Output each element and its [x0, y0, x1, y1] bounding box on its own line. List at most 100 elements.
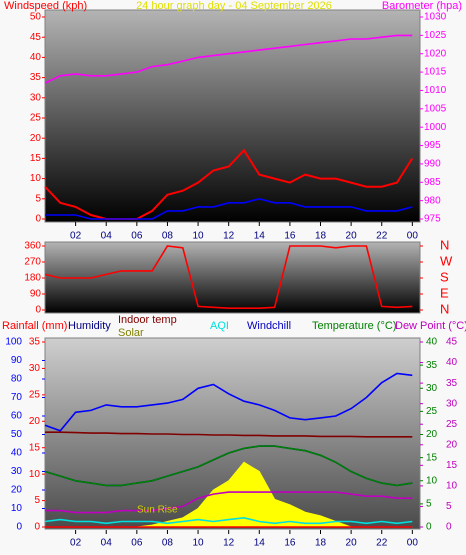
legend-label: Humidity	[68, 320, 111, 332]
y-axis-label: Windspeed (kph)	[4, 0, 87, 12]
x-tick-label: 16	[284, 231, 296, 242]
y-tick-label: S	[440, 269, 449, 284]
legend-label: Solar	[118, 327, 144, 339]
y-tick-label: 45	[30, 32, 42, 43]
x-tick-label: 10	[192, 231, 204, 242]
y-tick-label: 985	[424, 177, 441, 188]
x-tick-label: 20	[346, 538, 358, 549]
legend-label: Indoor temp	[118, 314, 177, 326]
y-tick-label: 35	[426, 360, 438, 371]
line	[44, 372, 413, 432]
y-tick-label: 1015	[424, 67, 447, 78]
x-tick-label: 16	[284, 538, 296, 549]
y-tick-label: 10	[426, 475, 438, 486]
y-tick-label: 70	[11, 392, 23, 403]
y-tick-label: 25	[29, 389, 41, 400]
y-tick-label: 60	[11, 411, 23, 422]
y-tick-label: 15	[30, 153, 42, 164]
x-tick-label: 10	[192, 538, 204, 549]
y-tick-label: 50	[30, 12, 42, 23]
y-tick-label: 180	[24, 273, 41, 284]
y-tick-label: 20	[11, 485, 23, 496]
y-tick-label: 5	[426, 499, 432, 510]
y-tick-label: 1000	[424, 122, 447, 133]
y-tick-label: 20	[29, 416, 41, 427]
x-tick-label: 00	[407, 538, 419, 549]
y-tick-label: 50	[11, 429, 23, 440]
y-tick-label: 45	[446, 337, 458, 348]
y-tick-label: 0	[426, 522, 432, 533]
legend-label: AQI	[210, 320, 229, 332]
x-tick-label: 06	[131, 538, 143, 549]
chart-title: 24 hour graph day - 04 September 2026	[136, 0, 332, 12]
plot-area-direction	[44, 241, 421, 314]
y-tick-label: 80	[11, 374, 23, 385]
x-tick-label: 12	[223, 538, 235, 549]
plot-area-wind	[44, 9, 421, 223]
y-tick-label: 15	[29, 442, 41, 453]
x-tick-label: 18	[315, 538, 327, 549]
y-tick-label: 40	[30, 52, 42, 63]
legend-label: Dew Point (°C)	[395, 320, 466, 332]
y-tick-label: 980	[424, 195, 441, 206]
y-tick-label: 25	[446, 419, 458, 430]
x-tick-label: 04	[101, 538, 113, 549]
y-tick-label: 1020	[424, 48, 447, 59]
y-tick-label: 35	[30, 72, 42, 83]
y-tick-label: 0	[35, 214, 41, 225]
annotation: Sun Rise	[137, 505, 178, 516]
x-tick-label: 04	[101, 231, 113, 242]
y-tick-label: 90	[11, 355, 23, 366]
y-tick-label: 1030	[424, 12, 447, 23]
y-tick-label: 5	[34, 495, 40, 506]
x-tick-label: 14	[254, 538, 266, 549]
legend-label: Rainfall (mm)	[2, 320, 67, 332]
x-tick-label: 18	[315, 231, 327, 242]
y-tick-label: 90	[30, 289, 42, 300]
line	[44, 245, 413, 309]
y-tick-label: 100	[5, 337, 22, 348]
y-tick-label: 1005	[424, 103, 447, 114]
y-tick-label: 15	[446, 460, 458, 471]
x-tick-label: 00	[407, 231, 419, 242]
y-tick-label: 10	[30, 173, 42, 184]
x-tick-label: 22	[376, 538, 388, 549]
y-tick-label: 40	[446, 357, 458, 368]
y-tick-label: 20	[30, 133, 42, 144]
x-tick-label: 02	[70, 231, 82, 242]
line	[45, 197, 413, 220]
y-tick-label: 30	[11, 466, 23, 477]
y-tick-label: 20	[426, 429, 438, 440]
y-tick-label: 30	[426, 383, 438, 394]
x-tick-label: 06	[131, 231, 143, 242]
x-tick-label: 12	[223, 231, 235, 242]
y-tick-label: 15	[426, 452, 438, 463]
line	[44, 34, 413, 84]
x-tick-label: 02	[70, 538, 82, 549]
y-tick-label: W	[440, 253, 453, 268]
line	[45, 491, 413, 514]
y-tick-label: 975	[424, 214, 441, 225]
y-tick-label: 10	[29, 469, 41, 480]
y-tick-label: 360	[24, 241, 41, 252]
y-tick-label: N	[440, 237, 449, 252]
line	[44, 445, 413, 487]
y2-axis-label: Barometer (hpa)	[382, 0, 462, 12]
x-tick-label: 20	[346, 231, 358, 242]
y-tick-label: 40	[426, 337, 438, 348]
line	[44, 516, 413, 525]
y-tick-label: 30	[29, 363, 41, 374]
x-tick-label: 08	[162, 538, 174, 549]
y-tick-label: 40	[11, 448, 23, 459]
y-tick-label: 20	[446, 439, 458, 450]
y-tick-label: 1010	[424, 85, 447, 96]
y-tick-label: 25	[426, 406, 438, 417]
x-tick-label: 22	[376, 231, 388, 242]
y-tick-label: 35	[446, 378, 458, 389]
y-tick-label: 25	[30, 113, 42, 124]
y-tick-label: 1025	[424, 30, 447, 41]
legend-label: Temperature (°C)	[312, 320, 396, 332]
y-tick-label: 5	[446, 501, 452, 512]
y-tick-label: 5	[35, 193, 41, 204]
